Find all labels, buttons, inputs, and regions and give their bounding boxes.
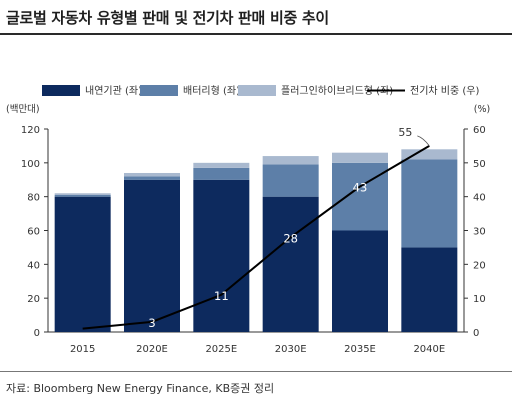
share-data-label: 3	[148, 316, 155, 330]
title-divider	[0, 33, 512, 35]
left-tick-label: 60	[27, 227, 40, 238]
share-leader-line	[417, 135, 430, 147]
bar-segment	[54, 193, 111, 195]
left-tick-label: 80	[27, 193, 40, 204]
share-data-label: 55	[398, 126, 412, 139]
legend: 내연기관 (좌) 배터리형 (좌) 플러그인하이브리드형 (좌) 전기차 비중 (우)	[42, 84, 479, 97]
bar-segment	[124, 172, 180, 177]
right-tick-label: 50	[473, 159, 486, 170]
right-tick-label: 40	[473, 193, 486, 204]
legend-label: 플러그인하이브리드형 (좌)	[281, 84, 393, 97]
axes: 0 20 40 60 80 100 120 0 10 20 30 40 50 60 (백만대) (%) 2015…	[6, 104, 490, 355]
x-tick-label: 2025E	[205, 344, 237, 355]
x-tick-label: 2030E	[275, 344, 307, 355]
bar-segment	[332, 162, 388, 231]
right-tick-label: 0	[473, 328, 479, 339]
bar-segment	[401, 247, 458, 332]
bar-segment	[124, 179, 180, 332]
left-tick-label: 100	[21, 159, 40, 170]
share-line-path	[82, 145, 430, 330]
bar-segment	[54, 196, 111, 332]
left-tick-label: 20	[27, 294, 40, 305]
right-tick-label: 20	[473, 260, 486, 271]
share-data-label: 28	[283, 231, 298, 245]
legend-label: 내연기관 (좌)	[85, 85, 142, 97]
bar-segment	[262, 156, 319, 165]
bar-segment	[54, 194, 111, 197]
left-axis-unit: (백만대)	[6, 104, 40, 115]
share-data-label: 11	[214, 289, 229, 303]
bar-segment	[332, 230, 388, 332]
right-tick-label: 30	[473, 227, 486, 238]
x-tick-label: 2040E	[413, 344, 445, 355]
x-tick-label: 2020E	[136, 344, 168, 355]
legend-swatch	[238, 85, 276, 96]
legend-label: 배터리형 (좌)	[183, 85, 240, 97]
chart: 내연기관 (좌) 배터리형 (좌) 플러그인하이브리드형 (좌) 전기차 비중 (우)…	[6, 84, 490, 355]
right-axis-unit: (%)	[474, 104, 490, 115]
bar-segment	[262, 164, 319, 197]
bar-segment	[262, 196, 319, 332]
source-note: 자료: Bloomberg New Energy Finance, KB증권 정…	[6, 382, 275, 395]
left-tick-label: 40	[27, 260, 40, 271]
legend-swatch	[42, 85, 80, 96]
bar-segment	[193, 179, 250, 332]
source-divider	[0, 371, 512, 372]
bar-segment	[401, 149, 458, 160]
legend-label: 전기차 비중 (우)	[410, 85, 479, 97]
bars	[54, 149, 458, 332]
legend-swatch	[140, 85, 178, 96]
x-tick-label: 2035E	[344, 344, 376, 355]
share-line: 3 11 28 43 55	[82, 126, 430, 330]
x-tick-label: 2015	[70, 344, 95, 355]
bar-segment	[124, 176, 180, 180]
left-tick-label: 120	[21, 125, 40, 136]
bar-segment	[193, 167, 250, 180]
right-tick-label: 10	[473, 294, 486, 305]
bar-segment	[193, 162, 250, 168]
bar-segment	[401, 159, 458, 248]
left-tick-label: 0	[34, 328, 40, 339]
right-tick-label: 60	[473, 125, 486, 136]
share-data-label: 43	[353, 181, 368, 195]
chart-title: 글로벌 자동차 유형별 판매 및 전기차 판매 비중 추이	[6, 9, 329, 27]
bar-segment	[332, 152, 388, 163]
